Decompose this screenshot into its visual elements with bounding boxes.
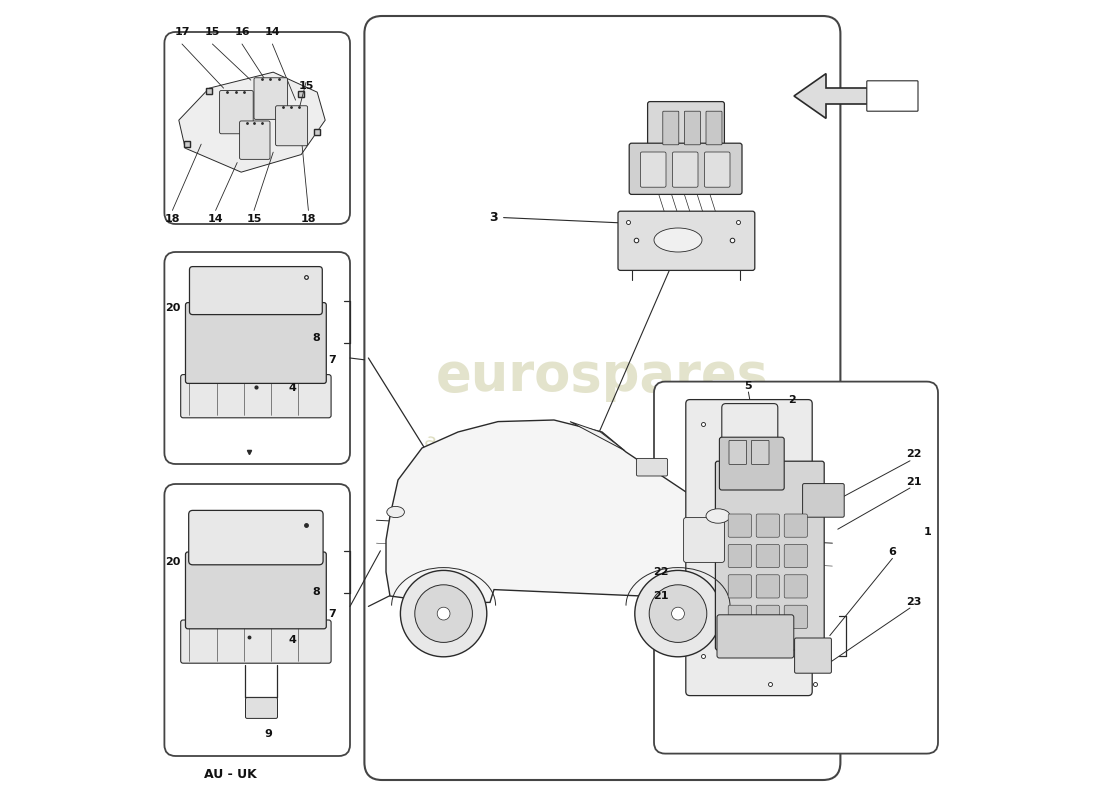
FancyBboxPatch shape: [717, 614, 794, 658]
Circle shape: [415, 585, 472, 642]
Polygon shape: [179, 72, 326, 172]
Text: 14: 14: [265, 27, 280, 37]
FancyBboxPatch shape: [784, 544, 807, 568]
FancyBboxPatch shape: [164, 252, 350, 464]
FancyBboxPatch shape: [629, 143, 742, 194]
Circle shape: [635, 570, 722, 657]
FancyBboxPatch shape: [729, 440, 747, 464]
Circle shape: [649, 585, 707, 642]
FancyBboxPatch shape: [663, 111, 679, 145]
Text: 22: 22: [652, 567, 668, 577]
FancyBboxPatch shape: [189, 510, 323, 565]
Text: 22: 22: [906, 450, 922, 459]
Text: 23: 23: [906, 597, 922, 606]
Text: 15: 15: [246, 214, 262, 224]
FancyBboxPatch shape: [672, 152, 698, 187]
Text: eurospares: eurospares: [436, 350, 769, 402]
Text: 21: 21: [652, 591, 668, 601]
Text: 6: 6: [889, 547, 896, 557]
Text: 20: 20: [165, 557, 180, 566]
FancyBboxPatch shape: [794, 638, 832, 673]
FancyBboxPatch shape: [180, 620, 331, 663]
Text: 4: 4: [288, 383, 296, 393]
FancyBboxPatch shape: [164, 484, 350, 756]
FancyBboxPatch shape: [654, 382, 938, 754]
Ellipse shape: [654, 228, 702, 252]
Text: 15: 15: [298, 81, 314, 90]
FancyBboxPatch shape: [189, 266, 322, 314]
Circle shape: [400, 570, 487, 657]
FancyBboxPatch shape: [240, 121, 270, 159]
FancyBboxPatch shape: [254, 78, 287, 119]
FancyBboxPatch shape: [756, 605, 780, 629]
Text: 16: 16: [234, 27, 250, 37]
Text: 14: 14: [208, 214, 223, 224]
Text: 3: 3: [490, 211, 498, 224]
FancyBboxPatch shape: [784, 514, 807, 538]
FancyBboxPatch shape: [719, 437, 784, 490]
FancyBboxPatch shape: [706, 111, 722, 145]
FancyBboxPatch shape: [640, 152, 666, 187]
FancyBboxPatch shape: [728, 514, 751, 538]
FancyBboxPatch shape: [245, 698, 277, 718]
Text: 18: 18: [300, 214, 316, 224]
FancyBboxPatch shape: [728, 544, 751, 568]
Ellipse shape: [706, 509, 730, 523]
FancyBboxPatch shape: [715, 461, 824, 650]
Text: 15: 15: [205, 27, 220, 37]
FancyBboxPatch shape: [637, 458, 668, 476]
Text: 7: 7: [329, 609, 337, 618]
FancyBboxPatch shape: [728, 605, 751, 629]
Text: 21: 21: [906, 477, 922, 486]
FancyBboxPatch shape: [618, 211, 755, 270]
Text: 8: 8: [312, 587, 320, 597]
Polygon shape: [570, 422, 625, 450]
Text: 7: 7: [329, 355, 337, 365]
Text: 2: 2: [789, 395, 796, 405]
Polygon shape: [386, 420, 738, 602]
Text: 20: 20: [165, 303, 180, 313]
FancyBboxPatch shape: [756, 514, 780, 538]
Text: a passion for parts since 1985: a passion for parts since 1985: [424, 431, 693, 505]
FancyBboxPatch shape: [164, 32, 350, 224]
Text: AU - UK: AU - UK: [204, 768, 256, 781]
FancyBboxPatch shape: [180, 374, 331, 418]
FancyBboxPatch shape: [803, 483, 844, 517]
FancyBboxPatch shape: [186, 302, 327, 383]
Text: 18: 18: [165, 214, 180, 224]
FancyBboxPatch shape: [784, 574, 807, 598]
FancyBboxPatch shape: [364, 16, 840, 780]
FancyBboxPatch shape: [220, 90, 253, 134]
FancyBboxPatch shape: [276, 106, 308, 146]
FancyBboxPatch shape: [685, 399, 812, 695]
Text: 9: 9: [264, 730, 273, 739]
Text: 1: 1: [924, 527, 932, 537]
Text: 17: 17: [174, 27, 189, 37]
Circle shape: [672, 607, 684, 620]
Text: 5: 5: [745, 381, 752, 390]
FancyBboxPatch shape: [684, 111, 701, 145]
Ellipse shape: [387, 506, 405, 518]
FancyBboxPatch shape: [867, 81, 918, 111]
FancyBboxPatch shape: [186, 552, 327, 629]
Text: 8: 8: [312, 333, 320, 342]
FancyBboxPatch shape: [704, 152, 730, 187]
FancyBboxPatch shape: [756, 574, 780, 598]
FancyBboxPatch shape: [784, 605, 807, 629]
FancyBboxPatch shape: [756, 544, 780, 568]
Text: 4: 4: [288, 635, 296, 645]
FancyBboxPatch shape: [751, 440, 769, 464]
FancyBboxPatch shape: [648, 102, 725, 150]
FancyBboxPatch shape: [722, 403, 778, 459]
Polygon shape: [794, 74, 868, 118]
Circle shape: [437, 607, 450, 620]
FancyBboxPatch shape: [728, 574, 751, 598]
FancyBboxPatch shape: [683, 518, 725, 562]
